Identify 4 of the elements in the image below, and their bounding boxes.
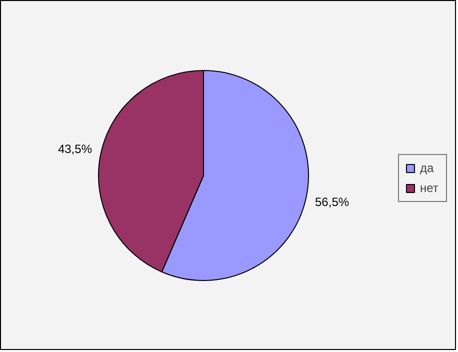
data-label: 43,5% [58, 142, 92, 156]
data-label: 56,5% [315, 195, 350, 210]
legend-label: нет [420, 181, 440, 195]
legend-label: да [420, 161, 435, 175]
